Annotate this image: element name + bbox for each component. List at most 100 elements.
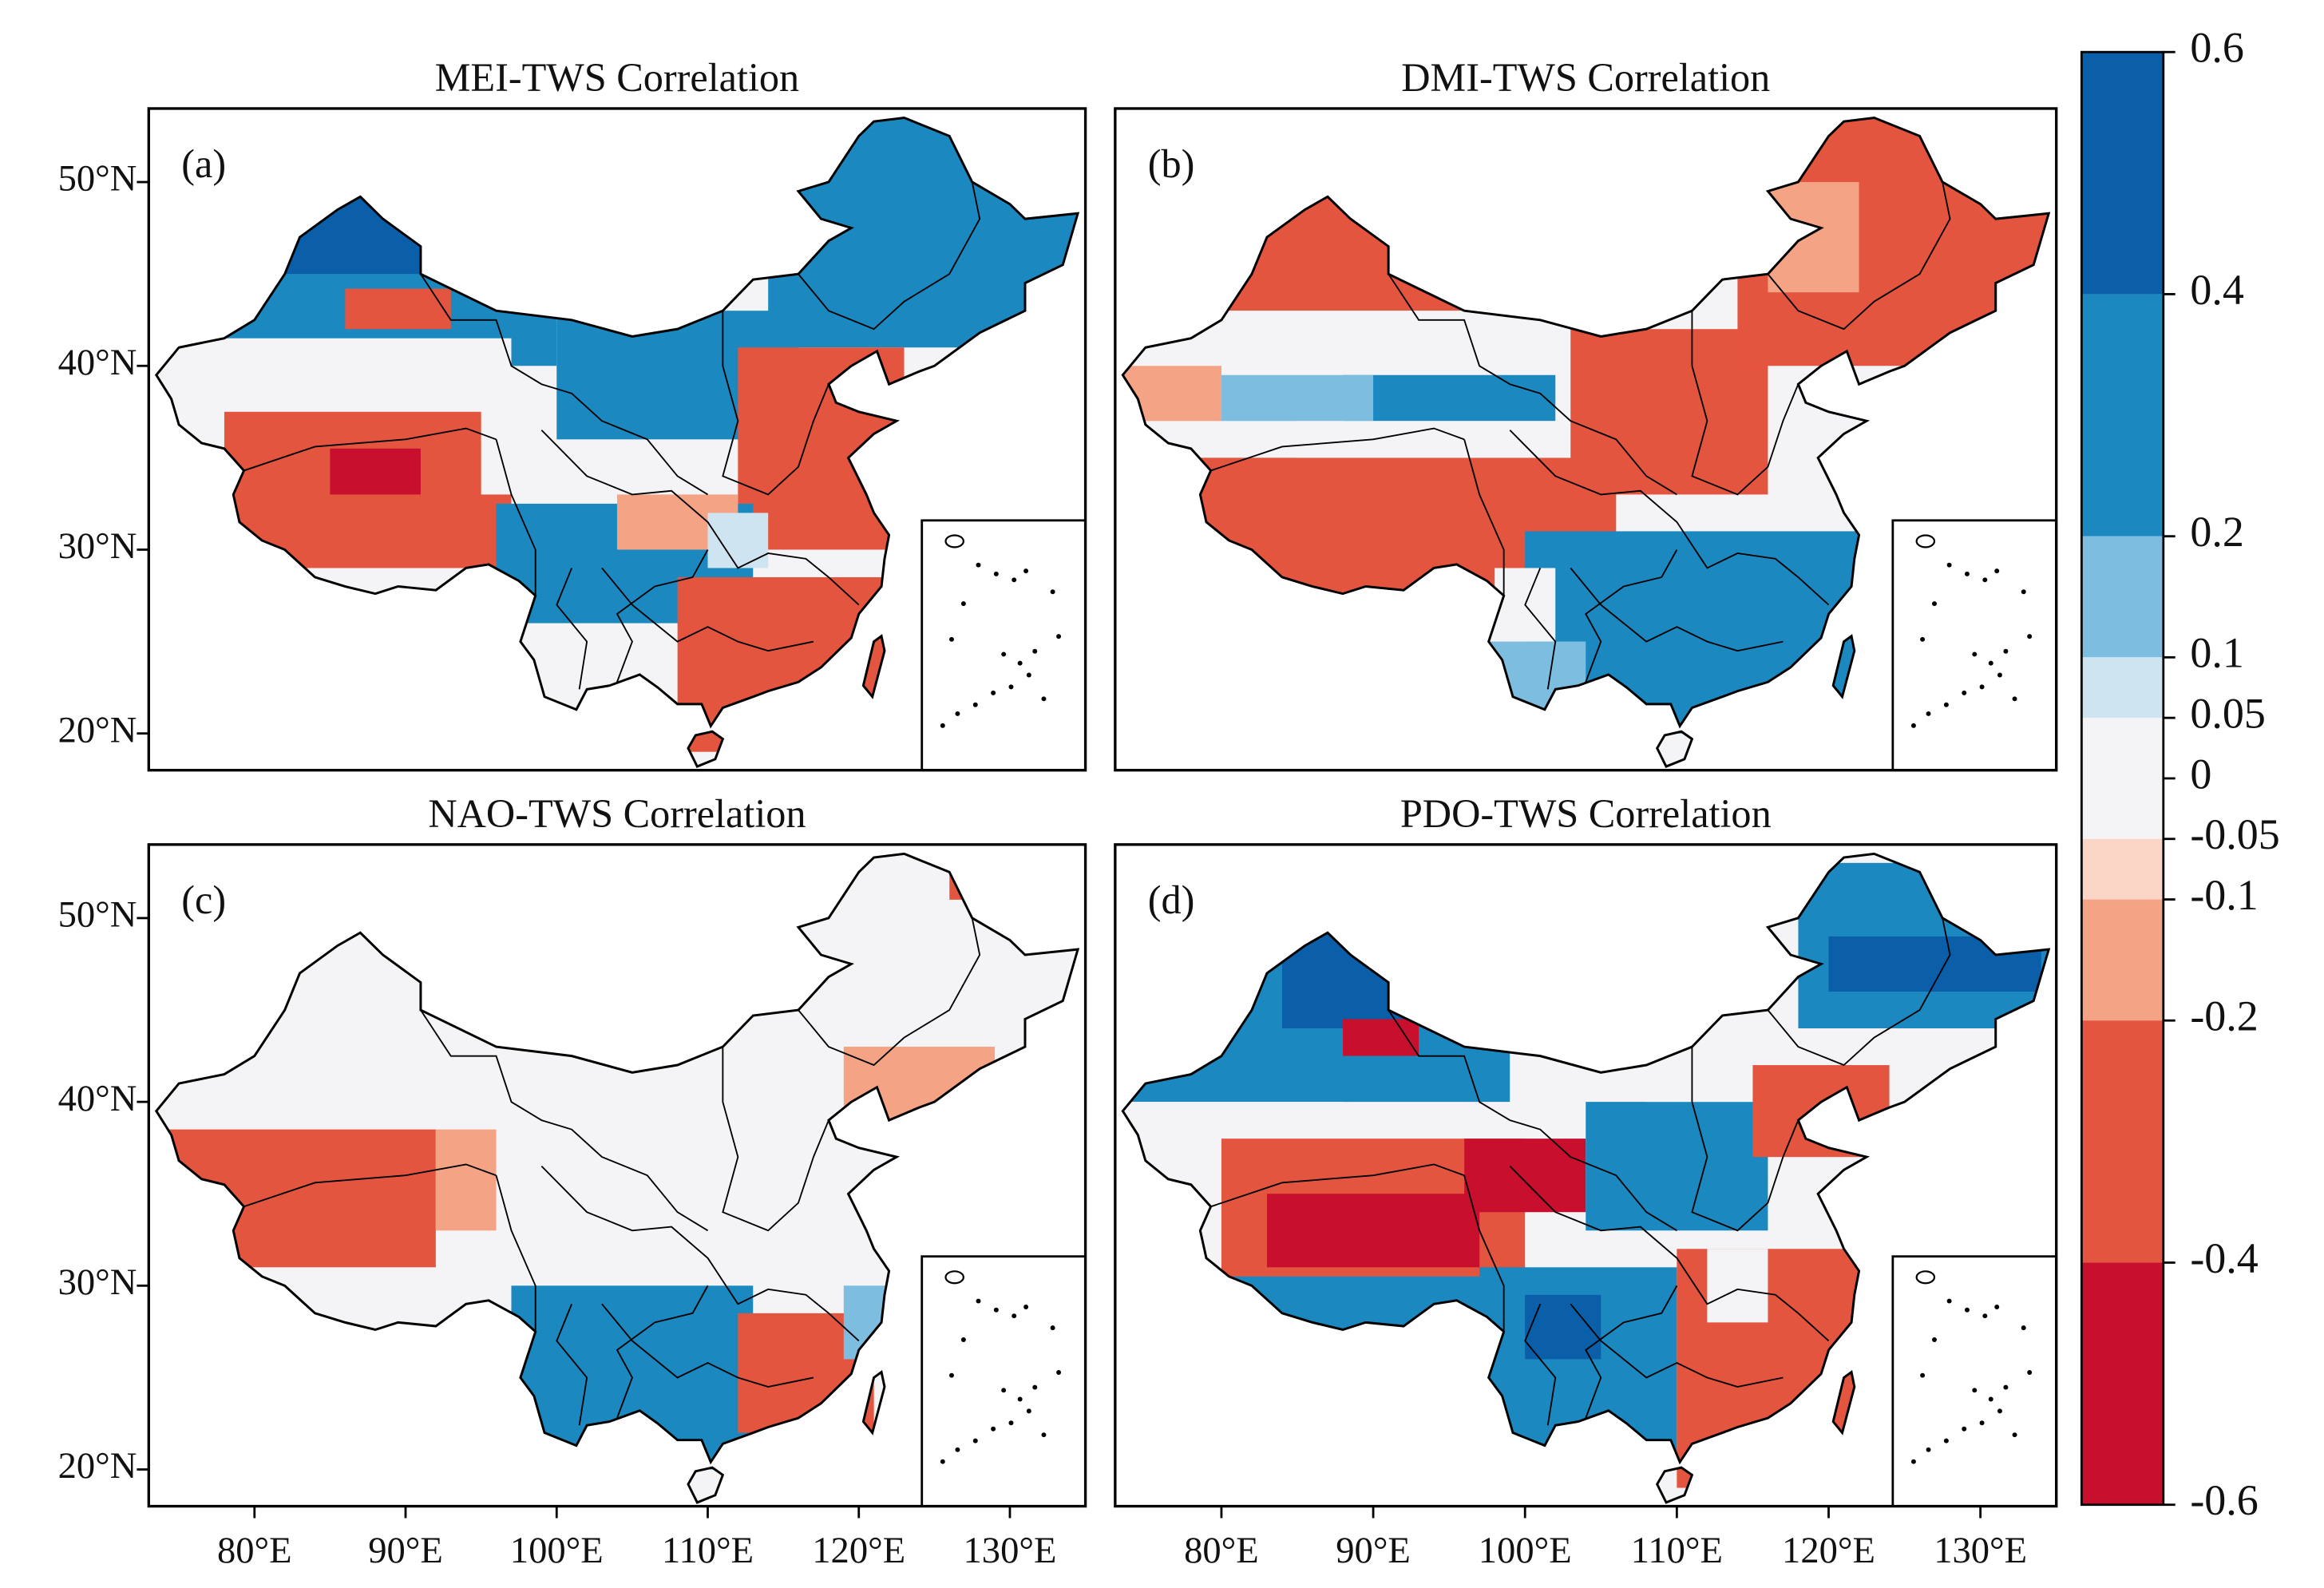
inset-dot bbox=[1964, 571, 1970, 576]
field-cell bbox=[1343, 374, 1556, 422]
inset-island bbox=[1915, 1270, 1936, 1285]
inset-dot bbox=[1988, 660, 1993, 666]
province-border bbox=[1585, 549, 1678, 683]
inset-dot bbox=[940, 1459, 945, 1464]
colorbar-tick-label: 0.4 bbox=[2190, 266, 2244, 314]
province-border bbox=[495, 1174, 536, 1332]
lat-tick-label: 30°N bbox=[58, 1262, 137, 1303]
inset-dot bbox=[976, 562, 981, 568]
inset-dot bbox=[1964, 1307, 1970, 1313]
field-cell bbox=[156, 338, 512, 422]
province-border bbox=[556, 1303, 588, 1426]
panel-label: (a) bbox=[181, 141, 226, 186]
province-border bbox=[722, 311, 829, 496]
inset-dot bbox=[1001, 1388, 1007, 1393]
panel-frame bbox=[1114, 843, 2058, 1508]
colorbar-segment bbox=[2081, 294, 2164, 537]
province-border bbox=[1509, 430, 1830, 606]
country-border bbox=[154, 116, 1080, 729]
inset-dot bbox=[2012, 1432, 2017, 1438]
field-cell bbox=[1707, 1249, 1768, 1323]
colorbar-tick-label: 0.05 bbox=[2190, 690, 2266, 738]
inset-dot bbox=[1943, 702, 1949, 707]
lon-tick-label: 80°E bbox=[217, 1531, 292, 1571]
panel-label: (b) bbox=[1148, 141, 1195, 186]
inset-dot bbox=[1026, 672, 1031, 678]
inset-dot bbox=[993, 571, 999, 576]
inset-dot bbox=[993, 1307, 999, 1313]
map-panel bbox=[147, 843, 1087, 1508]
inset-dot bbox=[1056, 1369, 1062, 1375]
colorbar-tick-label: -0.6 bbox=[2190, 1476, 2258, 1524]
field-cell bbox=[1586, 1102, 1768, 1231]
inset-dot bbox=[976, 1298, 981, 1304]
province-border bbox=[243, 427, 497, 472]
lon-tick-label: 130°E bbox=[964, 1531, 1057, 1571]
panel-frame bbox=[147, 107, 1087, 772]
country-border bbox=[1831, 1370, 1856, 1436]
inset-dot bbox=[1932, 601, 1937, 607]
inset-dot bbox=[1994, 1305, 2000, 1309]
inset-dot bbox=[1012, 1313, 1017, 1319]
inset-dot bbox=[940, 723, 945, 728]
inset-dot bbox=[960, 601, 966, 607]
country-border bbox=[154, 852, 1080, 1465]
province-border bbox=[1585, 1285, 1678, 1419]
lat-tick-label: 40°N bbox=[58, 343, 137, 383]
province-border bbox=[798, 181, 981, 331]
province-border bbox=[601, 567, 814, 652]
inset-dot bbox=[991, 1426, 996, 1432]
lon-tick-label: 90°E bbox=[1336, 1531, 1411, 1571]
field-cell bbox=[330, 448, 421, 495]
province-border bbox=[601, 1303, 814, 1388]
inset-dot bbox=[955, 1447, 960, 1452]
inset-dot bbox=[1926, 1447, 1931, 1452]
colorbar-segment bbox=[2081, 718, 2164, 778]
province-border bbox=[1463, 439, 1505, 596]
country-border bbox=[861, 634, 886, 699]
lon-tick-label: 110°E bbox=[1631, 1531, 1723, 1571]
colorbar-tick-label: 0.1 bbox=[2190, 629, 2244, 677]
colorbar-tick-label: 0.2 bbox=[2190, 508, 2244, 556]
inset-dot bbox=[2003, 1384, 2009, 1390]
province-border bbox=[1570, 1303, 1784, 1388]
inset-dot bbox=[1032, 648, 1038, 654]
lat-tick-label: 30°N bbox=[58, 526, 137, 567]
inset-dot bbox=[2021, 1325, 2026, 1331]
inset-dot bbox=[1994, 568, 2000, 574]
province-border bbox=[1210, 427, 1465, 472]
inset-dot bbox=[972, 1438, 978, 1443]
province-border bbox=[1524, 568, 1557, 690]
colorbar-segment bbox=[2081, 1020, 2164, 1263]
colorbar-segment bbox=[2081, 52, 2164, 295]
map-panel bbox=[1114, 843, 2058, 1508]
inset-dot bbox=[1932, 1337, 1937, 1342]
inset-dot bbox=[1972, 1388, 1978, 1393]
lon-tick-label: 100°E bbox=[510, 1531, 604, 1571]
province-border bbox=[1691, 311, 1799, 496]
inset-dot bbox=[1026, 1408, 1031, 1414]
inset-dot bbox=[2012, 696, 2017, 702]
inset-dot bbox=[1946, 562, 1952, 568]
inset-dot bbox=[955, 711, 960, 716]
province-border bbox=[495, 439, 536, 596]
field-cell bbox=[435, 1129, 497, 1231]
inset-dot bbox=[1056, 634, 1062, 640]
colorbar-segment bbox=[2081, 657, 2164, 719]
inset-dot bbox=[1946, 1298, 1952, 1304]
inset-dot bbox=[1050, 589, 1055, 595]
inset-dot bbox=[1023, 568, 1029, 574]
province-border bbox=[1767, 917, 1951, 1067]
inset-dot bbox=[1920, 636, 1926, 642]
inset-dot bbox=[2027, 634, 2033, 640]
lon-tick-label: 90°E bbox=[368, 1531, 443, 1571]
inset-dot bbox=[1943, 1438, 1949, 1443]
colorbar-segment bbox=[2081, 778, 2164, 839]
panel-frame bbox=[1114, 107, 2058, 772]
colorbar-segment bbox=[2081, 838, 2164, 900]
inset-dot bbox=[1962, 1426, 1967, 1432]
colorbar-tick-label: -0.4 bbox=[2190, 1234, 2258, 1282]
country-border bbox=[1121, 852, 2051, 1465]
